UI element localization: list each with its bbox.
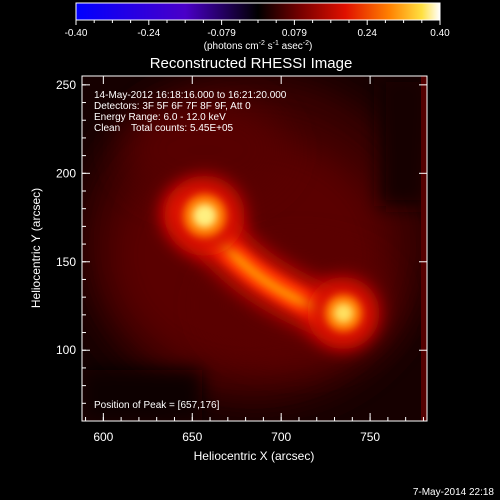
- info-clean-counts: Clean Total counts: 5.45E+05: [94, 123, 234, 134]
- y-axis: 100 150 200 250: [56, 78, 427, 404]
- colorbar-tick-label: 0.24: [357, 28, 377, 39]
- colorbar-tick-label: -0.40: [65, 28, 88, 39]
- colorbar-tick-label: -0.24: [137, 28, 160, 39]
- colorbar-units-label: (photons cm-2 s-1 asec-2): [204, 40, 313, 52]
- y-axis-label: Heliocentric Y (arcsec): [29, 188, 43, 308]
- x-tick-label: 700: [271, 430, 291, 444]
- x-tick-label: 650: [182, 430, 202, 444]
- info-energy-range: Energy Range: 6.0 - 12.0 keV: [94, 112, 226, 123]
- colorbar-tick-label: 0.40: [430, 28, 450, 39]
- info-detectors: Detectors: 3F 5F 6F 7F 8F 9F, Att 0: [94, 101, 251, 112]
- info-time-range: 14-May-2012 16:18:16.000 to 16:21:20.000: [94, 90, 287, 101]
- plot-frame: [81, 75, 428, 422]
- source-2-core: [333, 303, 354, 324]
- x-axis: 600 650 700 750: [85, 76, 424, 444]
- x-tick-label: 750: [360, 430, 380, 444]
- y-tick-label: 100: [56, 343, 76, 357]
- y-tick-label: 200: [56, 166, 76, 180]
- y-tick-label: 250: [56, 78, 76, 92]
- chart-title: Reconstructed RHESSI Image: [150, 55, 353, 72]
- colorbar-ticks: -0.40 -0.24 -0.079 0.079 0.24 0.40: [65, 20, 450, 39]
- observation-info: 14-May-2012 16:18:16.000 to 16:21:20.000…: [94, 90, 287, 411]
- image-edge-strip: [421, 76, 427, 421]
- x-tick-label: 600: [93, 430, 113, 444]
- render-timestamp: 7-May-2014 22:18: [413, 487, 495, 498]
- colorbar-tick-label: -0.079: [207, 28, 236, 39]
- heatmap-image: [82, 76, 427, 421]
- colorbar: [75, 2, 441, 21]
- info-peak-position: Position of Peak = [657,176]: [94, 400, 220, 411]
- colorbar-tick-label: 0.079: [282, 28, 307, 39]
- y-tick-label: 150: [56, 255, 76, 269]
- source-1-core: [192, 203, 217, 228]
- x-axis-label: Heliocentric X (arcsec): [194, 449, 315, 463]
